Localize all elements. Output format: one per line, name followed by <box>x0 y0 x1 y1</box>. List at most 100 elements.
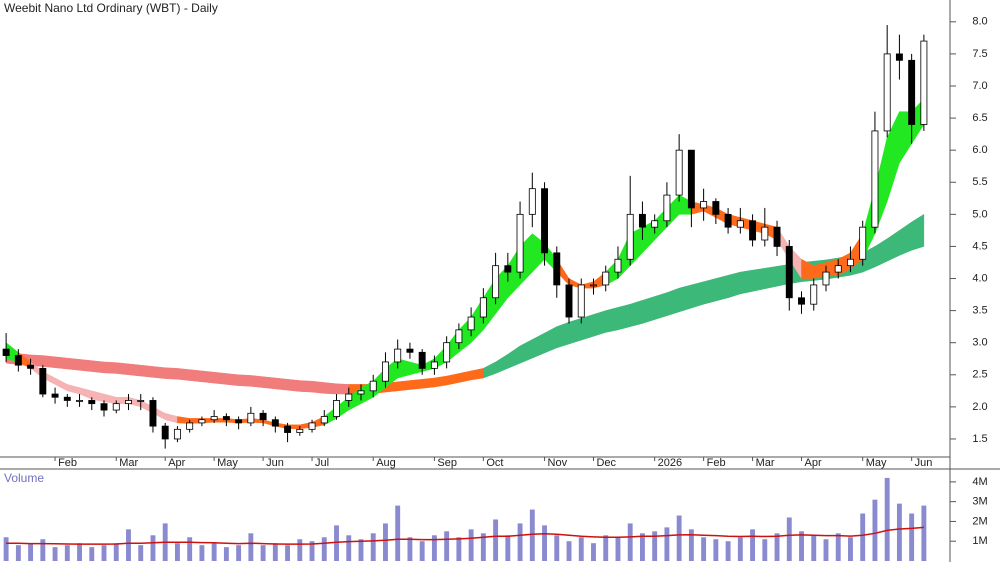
volume-bar <box>187 537 193 561</box>
ma-band-segment <box>544 326 558 354</box>
volume-bar <box>297 539 303 561</box>
candle-body <box>724 213 732 228</box>
ma-band-segment <box>764 266 778 290</box>
ma-band-segment <box>715 274 729 302</box>
ma-band-segment <box>54 377 68 392</box>
x-tick-label: Apr <box>805 457 822 469</box>
volume-bar <box>101 545 107 561</box>
ma-band-segment <box>703 278 717 305</box>
x-tick-label: Aug <box>376 457 396 469</box>
candle-body <box>516 213 524 273</box>
volume-title: Volume <box>4 471 44 485</box>
volume-bar <box>211 543 217 561</box>
ma-band-segment <box>421 377 435 389</box>
volume-bar <box>383 523 388 561</box>
candle-body <box>687 149 695 209</box>
volume-bar <box>774 533 780 561</box>
volume-bar <box>811 535 817 561</box>
ma-band-segment <box>262 376 276 390</box>
volume-bar <box>285 545 291 561</box>
candle-body <box>198 419 206 424</box>
y-tick-label: 6.5 <box>972 112 987 124</box>
volume-bar <box>480 533 486 561</box>
candle-body <box>798 297 805 305</box>
y-tick-label: 2M <box>972 515 987 527</box>
candle-body <box>137 400 145 402</box>
ma-band-segment <box>727 271 741 299</box>
volume-bar <box>358 539 364 561</box>
volume-bar <box>113 543 119 561</box>
x-tick-label: Oct <box>486 457 503 469</box>
candle-body <box>749 220 757 241</box>
volume-bar <box>737 537 743 561</box>
candle-body <box>357 390 365 395</box>
ma-band-segment <box>568 317 582 345</box>
volume-average-line <box>6 526 924 545</box>
ma-band-segment <box>483 361 496 379</box>
ma-band-segment <box>79 359 93 372</box>
y-tick-label: 3.5 <box>972 305 987 317</box>
ma-band-segment <box>629 299 643 327</box>
ma-band-segment <box>654 292 668 320</box>
ma-band-segment <box>874 238 888 268</box>
ma-band-segment <box>226 373 239 386</box>
volume-bar <box>395 505 401 561</box>
volume-bar <box>370 533 376 561</box>
candle-body <box>100 403 108 411</box>
volume-bar <box>236 545 242 561</box>
volume-bar <box>150 535 156 561</box>
candle-body <box>908 59 916 125</box>
x-tick-label: Jun <box>266 457 284 469</box>
ma-band-segment <box>164 367 178 380</box>
volume-bar <box>77 543 82 561</box>
candle-body <box>883 53 891 132</box>
volume-bar <box>334 525 339 561</box>
candle-body <box>51 393 59 398</box>
volume-bar <box>786 517 792 561</box>
volume-bar <box>762 539 768 561</box>
volume-bar <box>126 529 131 561</box>
volume-bar <box>321 537 327 561</box>
candle-body <box>112 403 120 411</box>
x-tick-label: Dec <box>596 457 616 469</box>
volume-bar <box>750 529 756 561</box>
ma-band-segment <box>103 361 117 374</box>
y-tick-label: 4.0 <box>972 272 987 284</box>
candle-body <box>430 361 438 369</box>
volume-bar <box>199 545 205 561</box>
volume-bar <box>603 535 609 561</box>
volume-bar <box>3 537 9 561</box>
candle-body <box>382 361 389 382</box>
ma-band-segment <box>103 393 117 404</box>
candle-body <box>76 400 83 402</box>
volume-bar <box>896 503 902 561</box>
volume-bar <box>676 515 682 561</box>
ma-band-segment <box>495 353 509 374</box>
candle-body <box>149 400 157 427</box>
ma-band-segment <box>238 374 252 387</box>
ma-band-segment <box>642 296 655 324</box>
volume-bar <box>64 545 70 561</box>
candle-body <box>810 284 818 305</box>
candle-body <box>308 422 316 430</box>
candle-body <box>626 213 634 260</box>
volume-bar <box>823 539 829 561</box>
candle-body <box>871 130 879 228</box>
candle-body <box>773 226 781 247</box>
volume-bar <box>909 513 915 561</box>
volume-bar <box>28 543 34 561</box>
x-tick-label: Jul <box>315 457 329 469</box>
ma-band-segment <box>458 370 472 383</box>
chart-title: Weebit Nano Ltd Ordinary (WBT) - Daily <box>4 1 218 15</box>
y-tick-label: 3M <box>972 496 987 508</box>
ma-band-segment <box>250 375 264 388</box>
volume-bar <box>529 509 535 561</box>
ma-band-segment <box>275 377 288 391</box>
candle-body <box>663 194 671 222</box>
volume-bar <box>542 525 547 561</box>
y-tick-label: 1M <box>972 535 987 547</box>
volume-bar <box>15 545 21 561</box>
ma-band-segment <box>42 355 56 368</box>
candle-body <box>418 351 426 369</box>
ma-band-segment <box>409 378 423 390</box>
